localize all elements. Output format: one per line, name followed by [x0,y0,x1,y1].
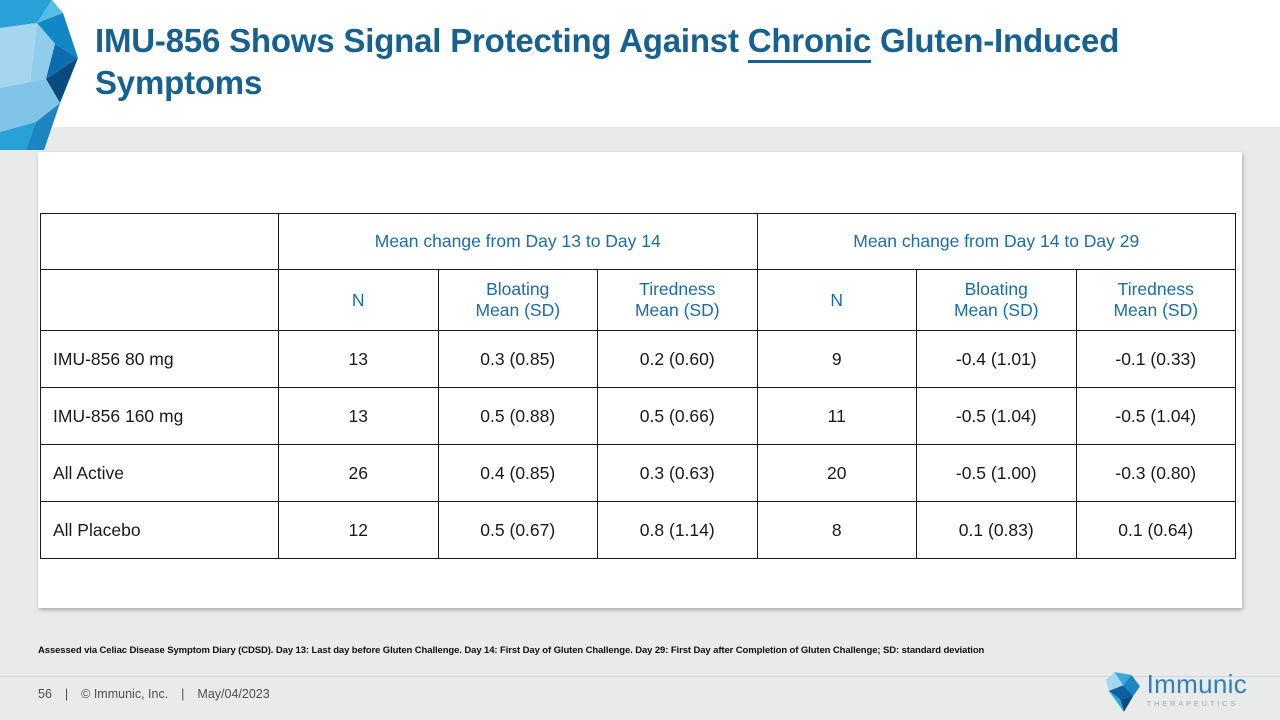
cell-value: 0.2 (0.60) [597,330,758,388]
table-row: IMU-856 160 mg 13 0.5 (0.88) 0.5 (0.66) … [40,387,1236,445]
logo-name: Immunic [1146,669,1247,699]
corner-cell [40,213,279,270]
page-number: 56 [38,687,52,701]
cell-value: 0.8 (1.14) [597,501,758,559]
cell-value: 13 [278,387,439,445]
cell-value: -0.4 (1.01) [916,330,1077,388]
row-label: All Active [40,444,279,502]
title-text-end: Gluten-Induced Symptoms [95,22,1120,101]
slide-title: IMU-856 Shows Signal Protecting Against … [95,20,1245,104]
table-row: All Placebo 12 0.5 (0.67) 0.8 (1.14) 8 0… [40,501,1236,559]
cell-value: 9 [756,330,917,388]
cell-value: 20 [756,444,917,502]
cell-value: -0.1 (0.33) [1075,330,1236,388]
column-header-row: N Bloating Mean (SD) Tiredness Mean (SD) N… [40,269,1236,331]
slide-footer: 56 | © Immunic, Inc. | May/04/2023 [38,687,270,701]
group-header-day13-14: Mean change from Day 13 to Day 14 [278,213,758,270]
logo-text-block: Immunic THERAPEUTICS [1146,669,1247,709]
cell-value: 26 [278,444,439,502]
cell-value: 0.5 (0.67) [437,501,598,559]
cell-value: 12 [278,501,439,559]
corner-cell [40,269,279,331]
results-table: Mean change from Day 13 to Day 14 Mean c… [40,213,1236,559]
column-header-n-2: N [756,269,917,331]
cell-value: -0.5 (1.00) [916,444,1077,502]
immunic-gem-small-icon [1105,672,1140,712]
footnote-text: Assessed via Celiac Disease Symptom Diar… [38,645,985,656]
row-label: All Placebo [40,501,279,559]
title-band [0,0,1280,127]
cell-value: 11 [756,387,917,445]
title-underlined-word: Chronic [747,22,871,63]
table-row: All Active 26 0.4 (0.85) 0.3 (0.63) 20 -… [40,444,1236,502]
cell-value: -0.5 (1.04) [916,387,1077,445]
footer-divider [0,676,1280,677]
footer-separator: | [181,687,185,701]
cell-value: 0.5 (0.88) [437,387,598,445]
logo-subtitle: THERAPEUTICS [1146,699,1239,708]
table-row: IMU-856 80 mg 13 0.3 (0.85) 0.2 (0.60) 9… [40,330,1236,388]
cell-value: 0.1 (0.64) [1075,501,1236,559]
column-header-n-1: N [278,269,439,331]
immunic-gem-icon [0,0,78,150]
row-label: IMU-856 160 mg [40,387,279,445]
copyright-text: © Immunic, Inc. [81,687,169,701]
group-header-row: Mean change from Day 13 to Day 14 Mean c… [40,213,1236,270]
footer-separator: | [64,687,69,701]
immunic-therapeutics-logo: Immunic THERAPEUTICS [1105,669,1247,713]
footer-date: May/04/2023 [197,687,270,701]
cell-value: 0.3 (0.63) [597,444,758,502]
table-panel: Mean change from Day 13 to Day 14 Mean c… [38,152,1242,608]
cell-value: 0.5 (0.66) [597,387,758,445]
column-header-bloating-1: Bloating Mean (SD) [437,269,598,331]
cell-value: -0.3 (0.80) [1075,444,1236,502]
cell-value: 13 [278,330,439,388]
cell-value: 8 [756,501,917,559]
column-header-bloating-2: Bloating Mean (SD) [916,269,1077,331]
group-header-day14-29: Mean change from Day 14 to Day 29 [756,213,1236,270]
column-header-tiredness-1: Tiredness Mean (SD) [597,269,758,331]
cell-value: 0.3 (0.85) [437,330,598,388]
row-label: IMU-856 80 mg [40,330,279,388]
column-header-tiredness-2: Tiredness Mean (SD) [1075,269,1236,331]
cell-value: 0.1 (0.83) [916,501,1077,559]
cell-value: -0.5 (1.04) [1075,387,1236,445]
title-text-start: IMU-856 Shows Signal Protecting Against [95,22,748,59]
cell-value: 0.4 (0.85) [437,444,598,502]
